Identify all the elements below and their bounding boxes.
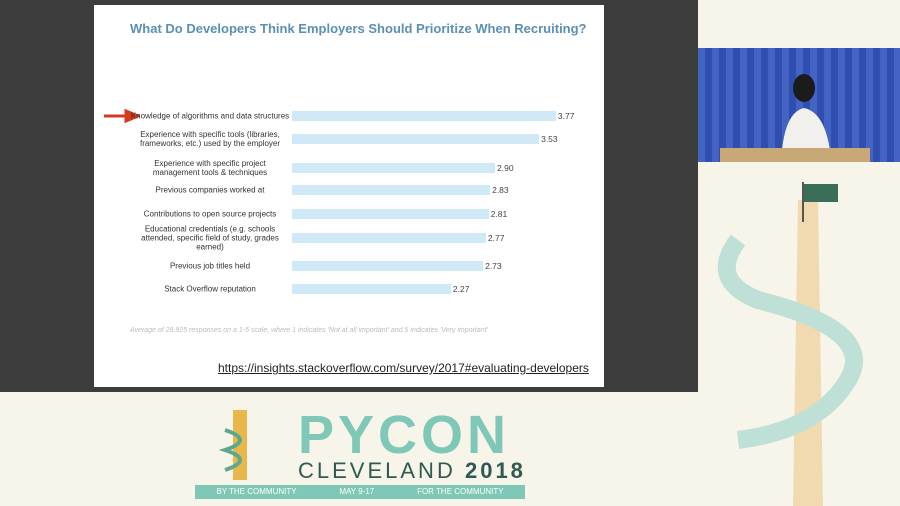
category-label: Educational credentials (e.g. schools at… [141,224,279,252]
bar [292,261,484,271]
value-label: 3.77 [557,111,575,121]
category-label: Stack Overflow reputation [164,284,256,294]
ribbon: BY THE COMMUNITY MAY 9-17 FOR THE COMMUN… [195,485,525,499]
bar [292,284,451,294]
category-label: Experience with specific project managem… [152,159,268,177]
bar [292,209,489,219]
side-art [698,48,900,506]
year: 2018 [464,458,526,483]
value-label: 2.83 [492,185,509,195]
bar [292,185,491,195]
value-label: 2.73 [485,261,502,271]
chart-title: What Do Developers Think Employers Shoul… [130,21,587,36]
ribbon-dates: MAY 9-17 [339,487,375,496]
arrow [104,109,140,123]
bar [292,233,486,243]
ribbon-right: FOR THE COMMUNITY [417,487,504,496]
bar [292,134,540,144]
chart-note: Average of 28,925 responses on a 1-5 sca… [130,327,488,334]
city: CLEVELAND 2018 [298,458,526,484]
bar [292,163,495,173]
city-name: CLEVELAND [298,458,456,483]
category-label: Previous job titles held [169,261,251,271]
category-label: Experience with specific tools (librarie… [139,130,281,148]
logo-tower [218,410,247,480]
value-label: 3.53 [541,134,558,144]
value-label: 2.27 [452,284,470,294]
value-label: 2.81 [490,209,508,219]
category-label: Contributions to open source projects [143,209,277,219]
slide: What Do Developers Think Employers Shoul… [94,5,604,387]
bar [292,111,556,121]
value-label: 2.90 [497,163,514,173]
link[interactable]: https://insights.stackoverflow.com/surve… [218,361,589,375]
category-label: Knowledge of algorithms and data structu… [130,111,290,121]
value-label: 2.77 [487,233,505,243]
ribbon-left: BY THE COMMUNITY [216,487,297,496]
brand-name: PYCON [298,405,511,465]
category-label: Previous companies worked at [155,185,265,195]
